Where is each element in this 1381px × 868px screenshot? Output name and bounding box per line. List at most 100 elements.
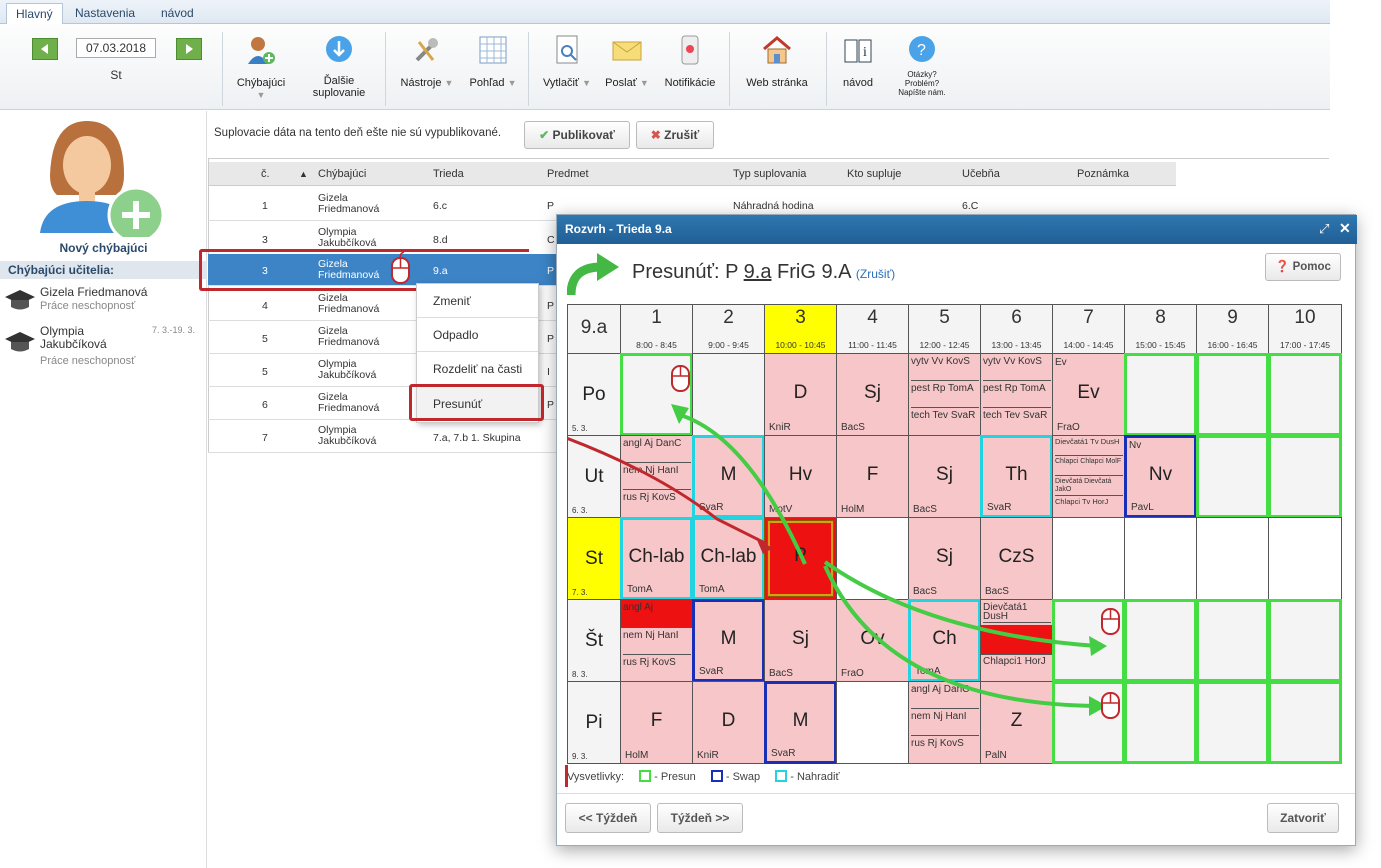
move-target-slot[interactable] [1124,599,1197,682]
lesson-cell-swap[interactable]: M SvaR [692,599,765,682]
send-label: Poslať [605,77,637,89]
question-label-3: Napíšte nám. [898,88,946,97]
move-prefix: Presunúť: P [632,261,744,283]
move-target-slot[interactable] [1196,353,1269,436]
more-label-2: suplovanie [312,87,366,99]
prev-day-button[interactable] [32,38,58,60]
highlight-move-item [409,384,544,421]
guide-button[interactable]: i návod [834,34,882,89]
website-button[interactable]: Web stránka [738,34,816,89]
tab-guide[interactable]: návod [161,6,194,20]
sort-icon[interactable]: ▲ [299,169,308,179]
move-target-slot[interactable] [1268,599,1342,682]
lesson-cell-split[interactable]: angl Aj DanC nem Nj HanI rus Rj KovS [620,435,693,518]
close-button[interactable]: Zatvoriť [1267,803,1339,833]
lesson-cell-split[interactable]: Dievčatá1 Tv DusH Chlapci Chlapci MolF D… [1052,435,1125,518]
lesson-teacher: SvaR [699,502,724,513]
tools-button[interactable]: Nástroje ▼ [394,34,460,89]
menu-item-move[interactable]: Presunúť [417,387,538,421]
cell-subject: P [547,333,555,345]
cell-subject: I [547,366,550,378]
day-name: Pi [585,712,603,733]
period-number: 4 [867,307,878,328]
move-target-slot[interactable] [1196,435,1269,518]
absent-teacher-2[interactable]: Olympia Jakubčíková 7. 3.-19. 3. Práce ne… [2,323,207,373]
lesson-cell[interactable]: Sj BacS [764,599,837,682]
lesson-cell[interactable]: Ov FraO [836,599,909,682]
col-who[interactable]: Kto supluje [847,168,902,180]
col-class[interactable]: Trieda [433,168,464,180]
table-header [209,162,1176,186]
next-day-button[interactable] [176,38,202,60]
next-week-button[interactable]: Týždeň >> [657,803,743,833]
more-substitution-button[interactable]: Ďalšie suplovanie [304,34,374,99]
tab-main[interactable]: Hlavný [6,3,63,24]
col-room[interactable]: Učebňa [962,168,1000,180]
move-target-slot[interactable] [1124,353,1197,436]
empty-slot[interactable] [1124,517,1197,600]
new-absent-avatar[interactable] [32,115,172,244]
col-absent[interactable]: Chýbajúci [318,168,367,180]
menu-item-split[interactable]: Rozdeliť na časti [417,353,538,386]
col-type[interactable]: Typ suplovania [733,168,807,180]
move-target-slot[interactable] [1268,353,1342,436]
cancel-button[interactable]: ✖ Zrušiť [636,121,714,149]
lesson-cell-split[interactable]: vytv Vv KovS pest Rp TomA tech Tev SvaR [980,353,1053,436]
lesson-cell-replace[interactable]: Th SvaR [980,435,1053,518]
lesson-teacher: MotV [769,504,793,515]
empty-slot[interactable] [836,681,909,764]
lesson-cell-split[interactable]: angl Aj DanC nem Nj HanI rus Rj KovS [908,681,981,764]
help-button[interactable]: ❓ Pomoc [1265,253,1341,281]
date-input[interactable]: 07.03.2018 [76,38,156,58]
curved-arrow-icon [567,253,619,296]
menu-item-cancelled[interactable]: Odpadlo [417,319,538,352]
lesson-group: rus Rj KovS [623,492,676,503]
notifications-button[interactable]: Notifikácie [660,34,720,89]
lesson-cell-replace[interactable]: Ch-lab TomA [692,517,765,600]
period-header: 6 13:00 - 13:45 [980,304,1053,354]
context-menu: Zmeniť Odpadlo Rozdeliť na časti Presunú… [416,283,539,423]
period-number: 9 [1227,307,1238,328]
lesson-cell[interactable]: CzS BacS [980,517,1053,600]
move-target-slot[interactable] [1268,435,1342,518]
publish-button[interactable]: ✔ Publikovať [524,121,630,149]
lesson-group: tech Tev SvaR [911,410,976,421]
cell-absent-first: Gizela [318,325,348,337]
move-target-slot[interactable] [1268,681,1342,764]
prev-week-button[interactable]: << Týždeň [565,803,651,833]
cell-subject: P [547,265,555,277]
absent-teacher-1[interactable]: Gizela Friedmanová Práce neschopnosť [2,283,207,319]
maximize-icon[interactable]: ⤢ [1319,221,1330,236]
arrow-right-icon [186,44,193,54]
lesson-cell-split[interactable]: Dievčatá1 DusH Chlapci1 HorJ [980,599,1053,682]
col-subject[interactable]: Predmet [547,168,589,180]
period-number: 10 [1294,307,1316,328]
col-note[interactable]: Poznámka [1077,168,1129,180]
lesson-group: Dievčatá1 DusH [983,603,1051,623]
empty-slot[interactable] [1268,517,1342,600]
lesson-cell-replace[interactable]: M SvaR [692,435,765,518]
lesson-cell[interactable]: Sj BacS [908,435,981,518]
tab-settings[interactable]: Nastavenia [75,6,136,20]
period-time: 17:00 - 17:45 [1279,340,1331,350]
lesson-cell[interactable]: D KniR [692,681,765,764]
new-absent-label[interactable]: Nový chýbajúci [59,241,148,255]
lesson-cell-swap[interactable]: Nv Nv PavL [1124,435,1197,518]
move-cancel-link[interactable]: (Zrušiť) [855,267,896,281]
help-icon: ❓ [1275,261,1290,273]
menu-item-change[interactable]: Zmeniť [417,284,538,318]
print-button[interactable]: Vytlačiť ▼ [538,34,596,89]
lesson-cell-swap[interactable]: M SvaR [764,681,837,764]
period-header: 1 8:00 - 8:45 [620,304,693,354]
lesson-cell-replace[interactable]: Ch-lab TomA [620,517,693,600]
absent-button[interactable]: Chýbajúci ▼ [232,34,290,101]
send-button[interactable]: Poslať ▼ [600,34,654,89]
col-number[interactable]: č. [261,168,270,180]
view-button[interactable]: Pohľad ▼ [464,34,522,89]
close-icon[interactable]: ✕ [1339,220,1351,236]
help-contact-button[interactable]: ? Otázky? Problém? Napíšte nám. [890,34,954,97]
move-target-slot[interactable] [1124,681,1197,764]
move-target-slot[interactable] [1196,681,1269,764]
empty-slot[interactable] [836,517,909,600]
move-target-slot[interactable] [1196,599,1269,682]
